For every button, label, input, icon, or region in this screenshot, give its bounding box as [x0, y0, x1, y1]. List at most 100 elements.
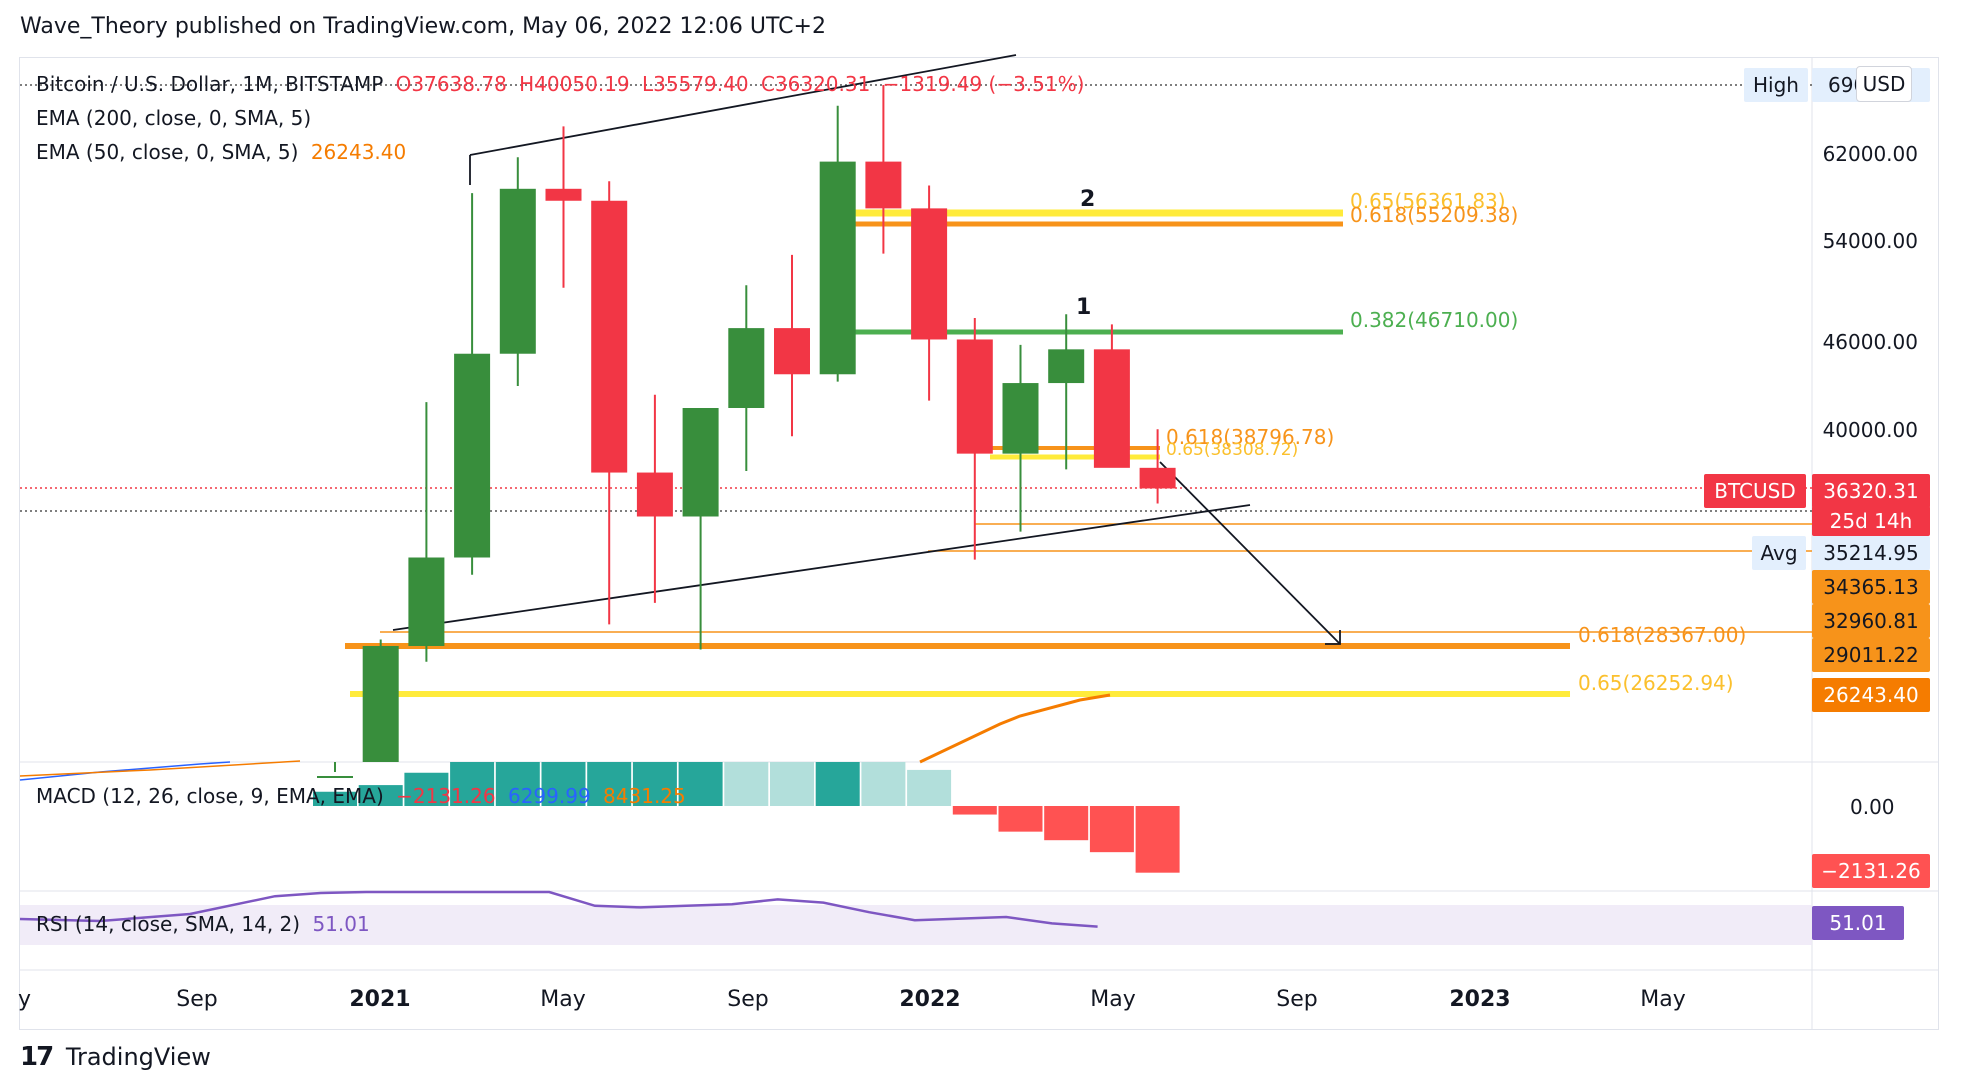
candle-down: [865, 161, 902, 209]
macd-value-tag: −2131.26: [1812, 854, 1930, 888]
avg-label-tag: Avg: [1752, 536, 1806, 570]
legend-macd-v3: 8431.25: [603, 784, 686, 808]
legend-rsi-row[interactable]: RSI (14, close, SMA, 14, 2) 51.01: [36, 912, 376, 936]
fib-065-mid-label: 0.65(38308.72): [1166, 440, 1298, 460]
y-tick-40000: 40000.00: [1823, 418, 1918, 442]
legend-rsi-label: RSI (14, close, SMA, 14, 2): [36, 912, 301, 936]
price-tag-32960: 32960.81: [1812, 604, 1930, 638]
candle-up: [317, 776, 353, 778]
macd-bar-positive: [724, 762, 769, 806]
x-tick-6: May: [1090, 987, 1135, 1012]
macd-bar-positive: [861, 762, 906, 806]
macd-bar-positive: [632, 762, 677, 806]
x-tick-5: 2022: [899, 987, 960, 1012]
fib-065-top-label: 0.65(56361.83): [1350, 189, 1506, 213]
legend-macd-row[interactable]: MACD (12, 26, close, 9, EMA, EMA) −2131.…: [36, 784, 692, 808]
avg-value-tag: 35214.95: [1812, 536, 1930, 570]
legend-change: −1319.49 (−3.51%): [882, 72, 1085, 96]
projection-arrow-line: [1159, 461, 1341, 645]
legend-high: H40050.19: [519, 72, 630, 96]
macd-bar-positive: [358, 785, 403, 806]
macd-bar-negative: [1044, 806, 1089, 841]
candle-down: [545, 188, 582, 201]
candles-group: [317, 85, 1176, 778]
x-tick-1: Sep: [176, 987, 217, 1012]
projection-arrow-head: [1325, 630, 1341, 645]
macd-histogram-group: [313, 762, 1180, 873]
legend-ema50-row[interactable]: EMA (50, close, 0, SMA, 5) 26243.40: [36, 140, 412, 164]
legend-ema50-value: 26243.40: [310, 140, 407, 164]
macd-bar-positive: [587, 762, 632, 806]
candle-down: [956, 339, 993, 454]
macd-bar-positive: [450, 762, 495, 806]
macd-bar-positive: [815, 762, 860, 806]
macd-bar-negative: [1135, 806, 1180, 873]
y-tick-macd-zero: 0.00: [1850, 795, 1895, 819]
x-tick-3: May: [540, 987, 585, 1012]
legend-ema200-row[interactable]: EMA (200, close, 0, SMA, 5): [36, 106, 317, 130]
rsi-value-tag: 51.01: [1812, 906, 1904, 940]
legend-macd-v2: 6299.99: [507, 784, 591, 808]
candle-down: [1139, 467, 1176, 489]
price-tag-34365: 34365.13: [1812, 570, 1930, 604]
candle-up: [682, 408, 719, 517]
rsi-band: [20, 905, 1812, 945]
legend-close: C36320.31: [760, 72, 871, 96]
publisher-line: Wave_Theory published on TradingView.com…: [20, 14, 826, 39]
candle-up: [1048, 349, 1085, 384]
macd-bar-positive: [907, 769, 952, 806]
fib-0618-low-label: 0.618(28367.00): [1578, 623, 1746, 647]
legend-macd-v1: −2131.26: [396, 784, 496, 808]
x-tick-2: 2021: [349, 987, 410, 1012]
macd-bar-positive: [678, 762, 723, 806]
channel-upper-line: [469, 54, 1017, 156]
macd-bar-negative: [998, 806, 1043, 832]
wave-1-label: 1: [1076, 295, 1091, 320]
macd-bar-positive: [495, 762, 540, 806]
rsi-line: [19, 890, 1098, 928]
candle-up: [362, 646, 399, 762]
y-tick-46000: 46000.00: [1823, 330, 1918, 354]
fib-0382-label: 0.382(46710.00): [1350, 308, 1518, 332]
x-tick-7: Sep: [1276, 987, 1317, 1012]
legend-low: L35579.40: [642, 72, 749, 96]
btcusd-label-tag: BTCUSD: [1704, 474, 1806, 508]
fib-0618-top-label: 0.618(55209.38): [1350, 203, 1518, 227]
candle-down: [636, 472, 673, 517]
price-tag-29011: 29011.22: [1812, 638, 1930, 672]
candle-up: [499, 188, 536, 354]
currency-button[interactable]: USD: [1856, 66, 1912, 102]
macd-bar-positive: [770, 762, 814, 806]
legend-macd-label: MACD (12, 26, close, 9, EMA, EMA): [36, 784, 384, 808]
wave-2-label: 2: [1080, 187, 1095, 212]
candle-down: [591, 200, 628, 473]
legend-ema200: EMA (200, close, 0, SMA, 5): [36, 106, 312, 130]
x-tick-4: Sep: [727, 987, 768, 1012]
fib-0618-mid-label: 0.618(38796.78): [1166, 425, 1334, 449]
x-tick-8: 2023: [1449, 987, 1510, 1012]
macd-bar-positive: [541, 762, 586, 806]
fib-065-low-label: 0.65(26252.94): [1578, 671, 1734, 695]
channel-lower-line: [392, 504, 1251, 631]
y-tick-54000: 54000.00: [1823, 229, 1918, 253]
tradingview-logo: 17 TradingView: [20, 1042, 211, 1072]
macd-bar-negative: [1089, 806, 1134, 853]
chart-frame: [19, 57, 1939, 1030]
candle-up: [819, 161, 856, 375]
legend-symbol-row: Bitcoin / U.S. Dollar, 1M, BITSTAMP O376…: [36, 72, 1090, 96]
x-tick-0: y: [18, 987, 31, 1012]
candle-up: [728, 328, 765, 408]
legend-ema50: EMA (50, close, 0, SMA, 5): [36, 140, 299, 164]
legend-symbol: Bitcoin / U.S. Dollar, 1M, BITSTAMP: [36, 72, 384, 96]
high-label-tag: High: [1744, 68, 1808, 102]
candle-down: [911, 208, 948, 340]
btcusd-value-tag: 36320.31: [1812, 474, 1930, 508]
candle-down: [774, 328, 810, 375]
macd-bar-positive: [313, 791, 357, 806]
ema50-line: [919, 693, 1111, 764]
candle-up: [454, 353, 491, 558]
ema200-line-2: [19, 760, 301, 777]
ema200-line: [19, 761, 231, 781]
x-tick-9: May: [1640, 987, 1685, 1012]
